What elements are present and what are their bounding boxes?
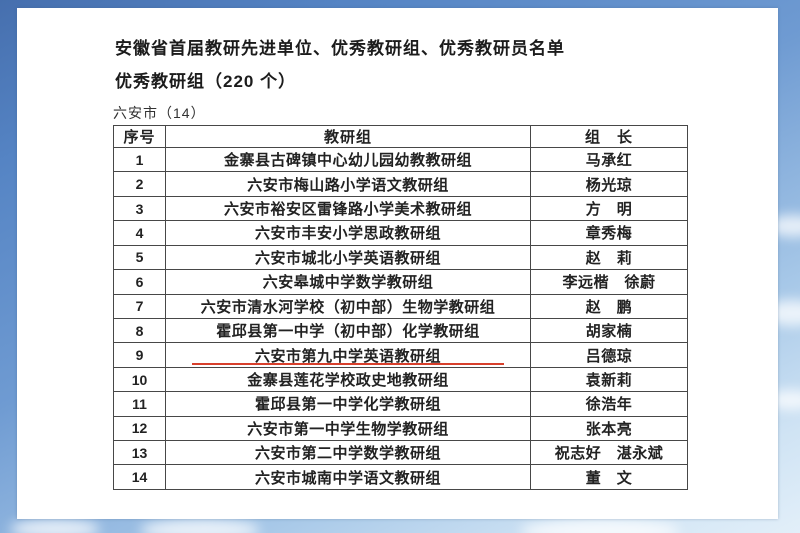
cell-leader: 赵 鹏: [530, 293, 688, 319]
cell-group: 六安市城南中学语文教研组: [165, 464, 531, 490]
cell-leader: 董 文: [530, 464, 688, 490]
cell-index: 9: [113, 342, 166, 368]
cell-group: 六安市清水河学校（初中部）生物学教研组: [165, 293, 531, 319]
cell-group: 六安皋城中学数学教研组: [165, 269, 531, 295]
document-subtitle: 优秀教研组（220 个）: [115, 72, 297, 91]
header-cell-group: 教研组: [165, 125, 531, 148]
cloud-decoration: [140, 519, 260, 533]
cell-group: 六安市第九中学英语教研组: [165, 342, 531, 368]
cell-index: 3: [113, 195, 166, 222]
cell-group: 霍邱县第一中学（初中部）化学教研组: [165, 317, 531, 344]
table-row: 6 六安皋城中学数学教研组 李远楷 徐蔚: [113, 269, 688, 295]
cell-index: 11: [113, 391, 166, 417]
cell-leader: 祝志好 湛永斌: [530, 440, 688, 466]
awards-table: 序号 教研组 组 长 1 金寨县古碑镇中心幼儿园幼教教研组 马承红 2 六安市梅山路小学…: [113, 125, 688, 490]
table-row: 7 六安市清水河学校（初中部）生物学教研组赵 鹏: [113, 293, 688, 319]
cloud-decoration: [10, 519, 100, 533]
cell-leader: 杨光琼: [530, 171, 688, 197]
table-row: 11 霍邱县第一中学化学教研组 徐浩年: [113, 391, 688, 417]
table-body: 1 金寨县古碑镇中心幼儿园幼教教研组 马承红 2 六安市梅山路小学语文教研组 杨光琼 3 六安…: [113, 146, 688, 490]
header-cell-index: 序号: [113, 125, 166, 148]
cell-group: 霍邱县第一中学化学教研组: [165, 391, 531, 417]
cell-leader: 胡家楠: [530, 317, 688, 344]
cell-index: 8: [113, 317, 166, 344]
cell-group: 金寨县莲花学校政史地教研组: [165, 366, 531, 393]
cell-index: 1: [113, 146, 166, 173]
cell-leader: 章秀梅: [530, 220, 688, 246]
table-row: 1 金寨县古碑镇中心幼儿园幼教教研组 马承红: [113, 146, 688, 173]
cell-group: 六安市城北小学英语教研组: [165, 244, 531, 271]
cell-group: 金寨县古碑镇中心幼儿园幼教教研组: [165, 146, 531, 173]
cell-leader: 吕德琼: [530, 342, 688, 368]
table-row: 8 霍邱县第一中学（初中部）化学教研组 胡家楠: [113, 317, 688, 344]
table-row: 2 六安市梅山路小学语文教研组 杨光琼: [113, 171, 688, 197]
table-row: 14 六安市城南中学语文教研组董 文: [113, 464, 688, 490]
cell-index: 14: [113, 464, 166, 490]
table-header-row: 序号 教研组 组 长: [113, 125, 688, 148]
document-title: 安徽省首届教研先进单位、优秀教研组、优秀教研员名单: [115, 39, 565, 58]
cell-index: 5: [113, 244, 166, 271]
table-row: 4 六安市丰安小学思政教研组 章秀梅: [113, 220, 688, 246]
cell-leader: 赵 莉: [530, 244, 688, 271]
table-row: 3 六安市裕安区雷锋路小学美术教研组方 明: [113, 195, 688, 222]
cell-index: 7: [113, 293, 166, 319]
table-row: 5 六安市城北小学英语教研组赵 莉: [113, 244, 688, 271]
cell-index: 13: [113, 440, 166, 466]
cell-index: 10: [113, 366, 166, 393]
section-label: 六安市（14）: [113, 105, 206, 121]
cell-group: 六安市梅山路小学语文教研组: [165, 171, 531, 197]
cell-leader: 袁新莉: [530, 366, 688, 393]
cell-group: 六安市裕安区雷锋路小学美术教研组: [165, 195, 531, 222]
cell-group: 六安市丰安小学思政教研组: [165, 220, 531, 246]
cell-index: 4: [113, 220, 166, 246]
cell-leader: 马承红: [530, 146, 688, 173]
cell-leader: 方 明: [530, 195, 688, 222]
red-underline-highlight: [192, 362, 504, 365]
cell-leader: 徐浩年: [530, 391, 688, 417]
cell-index: 2: [113, 171, 166, 197]
cell-group: 六安市第二中学数学教研组: [165, 440, 531, 466]
header-cell-leader: 组 长: [530, 125, 688, 148]
table-row: 12 六安市第一中学生物学教研组 张本亮: [113, 415, 688, 442]
table-row: 9 六安市第九中学英语教研组 吕德琼: [113, 342, 688, 368]
cell-group: 六安市第一中学生物学教研组: [165, 415, 531, 442]
cloud-decoration: [520, 519, 680, 533]
table-row: 13 六安市第二中学数学教研组 祝志好 湛永斌: [113, 440, 688, 466]
document-page: 安徽省首届教研先进单位、优秀教研组、优秀教研员名单 优秀教研组（220 个） 六…: [17, 8, 778, 519]
cell-leader: 张本亮: [530, 415, 688, 442]
cell-leader: 李远楷 徐蔚: [530, 269, 688, 295]
table-row: 10 金寨县莲花学校政史地教研组 袁新莉: [113, 366, 688, 393]
cell-index: 6: [113, 269, 166, 295]
cell-index: 12: [113, 415, 166, 442]
